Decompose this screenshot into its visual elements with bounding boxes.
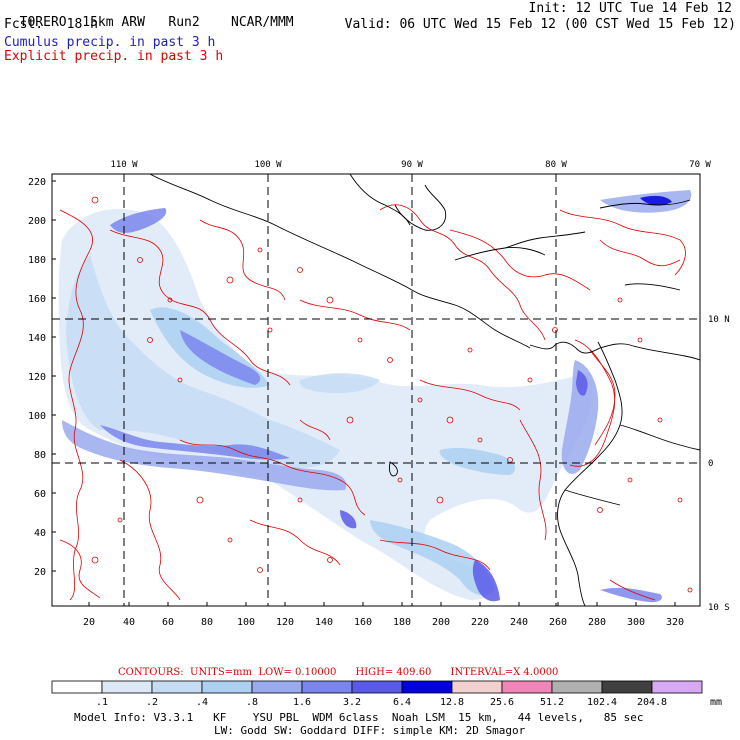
y-tick: 200 — [28, 216, 46, 227]
colorbar-swatch — [551, 680, 603, 694]
colorbar-swatch — [451, 680, 503, 694]
x-tick: 120 — [276, 617, 294, 628]
model-name: TORERO — [19, 15, 67, 30]
header-line-1: TORERO 15km ARW Run2 NCAR/MMM — [4, 2, 294, 30]
colorbar-labels: .1 .2 .4 .8 1.6 3.2 6.4 12.8 25.6 51.2 1… — [96, 697, 722, 708]
y-tick: 220 — [28, 177, 46, 188]
y-tick: 80 — [34, 450, 46, 461]
colorbar-swatch — [401, 680, 453, 694]
model-info-line-2: LW: Godd SW: Goddard DIFF: simple KM: 2D… — [214, 724, 526, 737]
x-tick: 80 — [201, 617, 213, 628]
x-tick: 160 — [354, 617, 372, 628]
y-axis-ticks: 220 200 180 160 140 120 100 80 60 40 20 — [28, 177, 46, 578]
x-tick: 300 — [627, 617, 645, 628]
run-name: Run2 — [168, 15, 200, 30]
y-tick: 160 — [28, 294, 46, 305]
field-label-explicit: Explicit precip. in past 3 h — [4, 49, 224, 64]
colorbar-label: 6.4 — [393, 697, 411, 708]
colorbar-label: 12.8 — [440, 697, 464, 708]
colorbar — [51, 680, 703, 694]
contour-high: HIGH= 409.60 — [355, 667, 432, 678]
contour-low: LOW= 0.10000 — [258, 667, 337, 678]
explicit-precip-dots — [91, 196, 693, 593]
explicit-precip-contours — [59, 204, 686, 601]
x-tick: 240 — [510, 617, 528, 628]
colorbar-unit: mm — [710, 697, 722, 708]
x-tick: 40 — [123, 617, 135, 628]
x-axis-ticks: 20 40 60 80 100 120 140 160 180 200 220 … — [83, 617, 684, 628]
x-tick: 100 — [237, 617, 255, 628]
colorbar-swatch — [251, 680, 303, 694]
colorbar-swatch — [201, 680, 253, 694]
grid-spacing: 15km ARW — [82, 15, 145, 30]
lat-label: 0 — [708, 459, 713, 469]
lat-labels: 10 N 0 10 S — [708, 315, 730, 613]
x-tick: 200 — [432, 617, 450, 628]
lon-label: 110 W — [110, 160, 138, 170]
colorbar-label: 102.4 — [587, 697, 617, 708]
colorbar-swatch — [51, 680, 103, 694]
colorbar-label: .1 — [96, 697, 108, 708]
colorbar-swatch — [101, 680, 153, 694]
y-tick-marks — [52, 180, 56, 572]
fcst-value: 18 h — [66, 17, 98, 32]
colorbar-swatch — [601, 680, 653, 694]
colorbar-swatch — [501, 680, 553, 694]
y-tick: 100 — [28, 411, 46, 422]
model-info-line-1: Model Info: V3.3.1 KF YSU PBL WDM 6class… — [74, 711, 644, 724]
x-tick-marks — [88, 602, 676, 606]
lat-label: 10 S — [708, 603, 730, 613]
init-time: Init: 12 UTC Tue 14 Feb 12 — [528, 1, 733, 16]
colorbar-label: .8 — [246, 697, 258, 708]
colorbar-label: 204.8 — [637, 697, 667, 708]
field-label-cumulus: Cumulus precip. in past 3 h — [4, 35, 216, 50]
contour-units: UNITS=mm — [190, 667, 253, 678]
x-tick: 260 — [549, 617, 567, 628]
x-tick: 180 — [393, 617, 411, 628]
x-tick: 320 — [666, 617, 684, 628]
lat-label: 10 N — [708, 315, 730, 325]
contour-interval: INTERVAL=X 4.0000 — [450, 667, 559, 678]
y-tick: 40 — [34, 528, 46, 539]
colorbar-swatch — [351, 680, 403, 694]
colorbar-swatch — [651, 680, 703, 694]
contour-label: CONTOURS: — [118, 667, 184, 678]
lon-label: 80 W — [545, 160, 567, 170]
y-tick: 20 — [34, 567, 46, 578]
x-tick: 60 — [162, 617, 174, 628]
lat-lon-grid — [52, 174, 700, 606]
colorbar-label: .4 — [196, 697, 208, 708]
colorbar-label: 51.2 — [540, 697, 564, 708]
colorbar-swatch — [151, 680, 203, 694]
valid-time: Valid: 06 UTC Wed 15 Feb 12 (00 CST Wed … — [344, 17, 736, 32]
y-tick: 140 — [28, 333, 46, 344]
map-frame — [51, 173, 701, 607]
lon-label: 100 W — [254, 160, 282, 170]
colorbar-label: .2 — [146, 697, 158, 708]
cumulus-precip-shading — [58, 190, 692, 603]
x-tick: 20 — [83, 617, 95, 628]
x-tick: 280 — [588, 617, 606, 628]
colorbar-label: 1.6 — [293, 697, 311, 708]
fcst-label: Fcst. — [4, 17, 44, 32]
colorbar-label: 25.6 — [490, 697, 514, 708]
forecast-hour: Fcst. 18 h — [4, 18, 98, 32]
y-tick: 180 — [28, 255, 46, 266]
coastlines — [149, 174, 700, 606]
x-tick: 220 — [471, 617, 489, 628]
colorbar-label: 3.2 — [343, 697, 361, 708]
lon-label: 70 W — [689, 160, 711, 170]
x-tick: 140 — [315, 617, 333, 628]
organization: NCAR/MMM — [231, 15, 294, 30]
y-tick: 120 — [28, 372, 46, 383]
contour-info: CONTOURS: UNITS=mm LOW= 0.10000 HIGH= 40… — [118, 667, 558, 678]
y-tick: 60 — [34, 489, 46, 500]
lon-labels: 110 W 100 W 90 W 80 W 70 W — [110, 160, 711, 170]
lon-label: 90 W — [401, 160, 423, 170]
colorbar-swatch — [301, 680, 353, 694]
